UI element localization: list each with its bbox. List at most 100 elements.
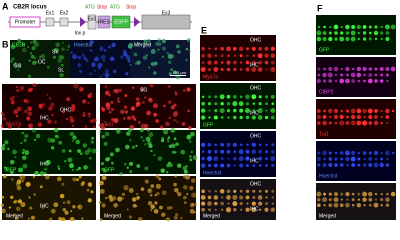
cell: [7, 124, 13, 130]
cell: [135, 104, 139, 108]
cell: [39, 171, 45, 177]
cell: [227, 202, 230, 205]
cell: [154, 201, 158, 205]
cell: [258, 189, 262, 193]
cell: [345, 202, 350, 208]
cell: [104, 123, 108, 126]
cell: [271, 202, 274, 205]
cell: [140, 135, 144, 139]
cell: [201, 201, 206, 206]
cell: [380, 192, 383, 196]
cell: [82, 143, 87, 148]
cell: [174, 151, 177, 154]
cell: [117, 196, 123, 202]
cell: [94, 56, 100, 62]
cell: [357, 151, 361, 155]
cell: [328, 31, 332, 35]
panel-f-labels: GFP CtBP2 Tuj1 Hoechst Merged: [319, 47, 338, 219]
cell: [160, 168, 165, 173]
cell: [69, 115, 74, 121]
cell: [322, 79, 327, 83]
cell: [4, 140, 9, 145]
box-label: IRES: [98, 19, 110, 25]
cell: [142, 139, 145, 142]
cell: [82, 113, 86, 117]
cell: [316, 114, 321, 120]
cell: [246, 47, 249, 51]
cell: [380, 203, 383, 207]
cell: [35, 133, 41, 139]
cell: [258, 149, 263, 154]
cell: [129, 170, 133, 174]
cell: [168, 100, 172, 104]
cell: [264, 95, 269, 99]
cell: [264, 207, 269, 212]
cell: [379, 66, 384, 72]
cell: [232, 46, 237, 51]
cell: [219, 94, 225, 100]
cell: [126, 131, 131, 136]
cell: [362, 197, 367, 202]
cell: [368, 163, 373, 167]
cell: [190, 150, 194, 154]
cell: [160, 139, 165, 143]
cell: [333, 192, 339, 197]
cell: [322, 36, 327, 42]
cell: [316, 191, 322, 197]
cell: [102, 59, 106, 63]
cell: [87, 198, 92, 203]
cell: [213, 163, 218, 168]
cell: [104, 90, 110, 96]
cell: [126, 208, 129, 211]
cell: [357, 198, 360, 201]
cell: [30, 54, 35, 59]
cell: [219, 108, 225, 114]
cell: [339, 203, 344, 208]
cell: [339, 114, 344, 120]
cell: [385, 108, 390, 114]
channel-label: CtBP2: [319, 89, 334, 95]
cell: [220, 163, 225, 168]
cell: [245, 156, 250, 161]
cell: [134, 62, 138, 65]
cell: [145, 136, 151, 142]
cell: [38, 103, 43, 108]
cell: [29, 41, 33, 44]
cell: [53, 202, 59, 208]
cell: [71, 54, 78, 60]
cell: [27, 46, 30, 49]
cell: [194, 203, 198, 206]
cell: [380, 151, 383, 155]
cell: [15, 181, 21, 187]
cell: [152, 103, 159, 109]
cell: [72, 205, 76, 209]
cell: [27, 111, 33, 116]
cell: [101, 175, 107, 181]
cell: [357, 163, 361, 167]
cell: [257, 115, 263, 120]
cell: [246, 202, 249, 205]
channel-label: Myo7a: [203, 74, 218, 80]
cell: [11, 178, 14, 181]
cell: [385, 163, 390, 167]
ihc-label: IHC: [250, 206, 259, 212]
cell: [116, 99, 121, 104]
box-label: Ex2: [60, 10, 69, 16]
cell: [108, 45, 111, 49]
cell: [374, 109, 378, 113]
cell: [105, 157, 110, 162]
exon-box: [45, 17, 55, 27]
cell: [60, 63, 64, 67]
panel-label: B: [2, 39, 9, 49]
marker-label: ATG: [85, 4, 95, 10]
cell: [155, 183, 162, 189]
cell: [70, 106, 76, 112]
cell: [257, 53, 263, 59]
cell: [146, 54, 149, 57]
cell: [67, 44, 71, 49]
cell: [50, 208, 56, 214]
cell: [91, 62, 95, 65]
cell: [1, 146, 6, 151]
cell: [0, 203, 5, 208]
cell: [155, 119, 160, 123]
